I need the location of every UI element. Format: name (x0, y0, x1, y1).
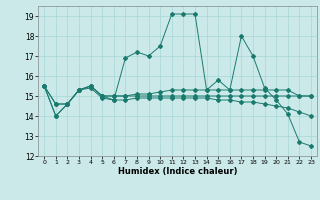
X-axis label: Humidex (Indice chaleur): Humidex (Indice chaleur) (118, 167, 237, 176)
